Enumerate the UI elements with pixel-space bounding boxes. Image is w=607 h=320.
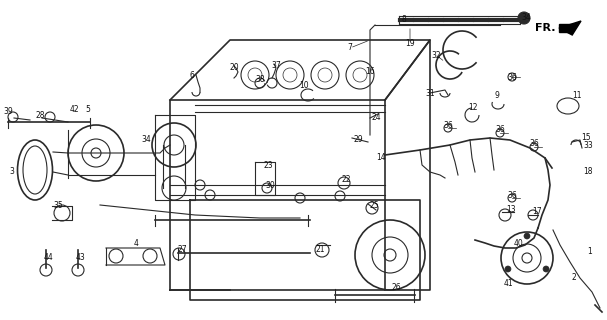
Text: 31: 31 bbox=[425, 89, 435, 98]
Text: 25: 25 bbox=[369, 202, 379, 211]
Text: 34: 34 bbox=[521, 13, 531, 22]
Text: 20: 20 bbox=[229, 63, 239, 73]
Text: 29: 29 bbox=[353, 135, 363, 145]
Text: 27: 27 bbox=[177, 245, 187, 254]
Text: 19: 19 bbox=[405, 39, 415, 49]
Text: 21: 21 bbox=[315, 245, 325, 254]
Text: 36: 36 bbox=[495, 125, 505, 134]
Text: 32: 32 bbox=[431, 51, 441, 60]
Text: 15: 15 bbox=[581, 133, 591, 142]
Text: 23: 23 bbox=[263, 162, 273, 171]
Text: 16: 16 bbox=[365, 68, 375, 76]
Text: 43: 43 bbox=[75, 253, 85, 262]
Text: 7: 7 bbox=[348, 44, 353, 52]
Text: FR.: FR. bbox=[535, 23, 555, 33]
Circle shape bbox=[505, 266, 511, 272]
Text: 11: 11 bbox=[572, 92, 582, 100]
Text: 36: 36 bbox=[507, 190, 517, 199]
Text: 36: 36 bbox=[507, 73, 517, 82]
Text: 39: 39 bbox=[3, 108, 13, 116]
Text: 33: 33 bbox=[583, 140, 593, 149]
Text: 2: 2 bbox=[572, 273, 577, 282]
Text: 13: 13 bbox=[506, 205, 516, 214]
Text: 36: 36 bbox=[529, 139, 539, 148]
Text: 1: 1 bbox=[588, 247, 592, 257]
Text: 12: 12 bbox=[468, 103, 478, 113]
Text: 17: 17 bbox=[532, 207, 542, 217]
Circle shape bbox=[543, 266, 549, 272]
Text: 8: 8 bbox=[402, 15, 406, 25]
Text: 44: 44 bbox=[43, 252, 53, 261]
Text: 9: 9 bbox=[495, 92, 500, 100]
Text: 14: 14 bbox=[376, 154, 386, 163]
Text: 28: 28 bbox=[35, 110, 45, 119]
Text: 30: 30 bbox=[265, 180, 275, 189]
Text: 38: 38 bbox=[255, 76, 265, 84]
Text: 22: 22 bbox=[341, 175, 351, 185]
Text: 24: 24 bbox=[371, 114, 381, 123]
Text: 5: 5 bbox=[86, 106, 90, 115]
Text: 36: 36 bbox=[443, 121, 453, 130]
Text: 37: 37 bbox=[271, 60, 281, 69]
Text: 6: 6 bbox=[189, 71, 194, 81]
Text: 4: 4 bbox=[134, 238, 138, 247]
Text: 34: 34 bbox=[141, 135, 151, 145]
Text: 42: 42 bbox=[69, 106, 79, 115]
Text: 26: 26 bbox=[391, 284, 401, 292]
Text: 40: 40 bbox=[514, 238, 524, 247]
Text: 18: 18 bbox=[583, 167, 593, 177]
Polygon shape bbox=[559, 24, 572, 32]
Text: 35: 35 bbox=[53, 202, 63, 211]
Circle shape bbox=[524, 233, 530, 239]
Text: 41: 41 bbox=[503, 279, 513, 289]
Text: 3: 3 bbox=[10, 167, 15, 177]
Text: 10: 10 bbox=[299, 82, 309, 91]
Polygon shape bbox=[559, 21, 581, 35]
Circle shape bbox=[518, 12, 530, 24]
